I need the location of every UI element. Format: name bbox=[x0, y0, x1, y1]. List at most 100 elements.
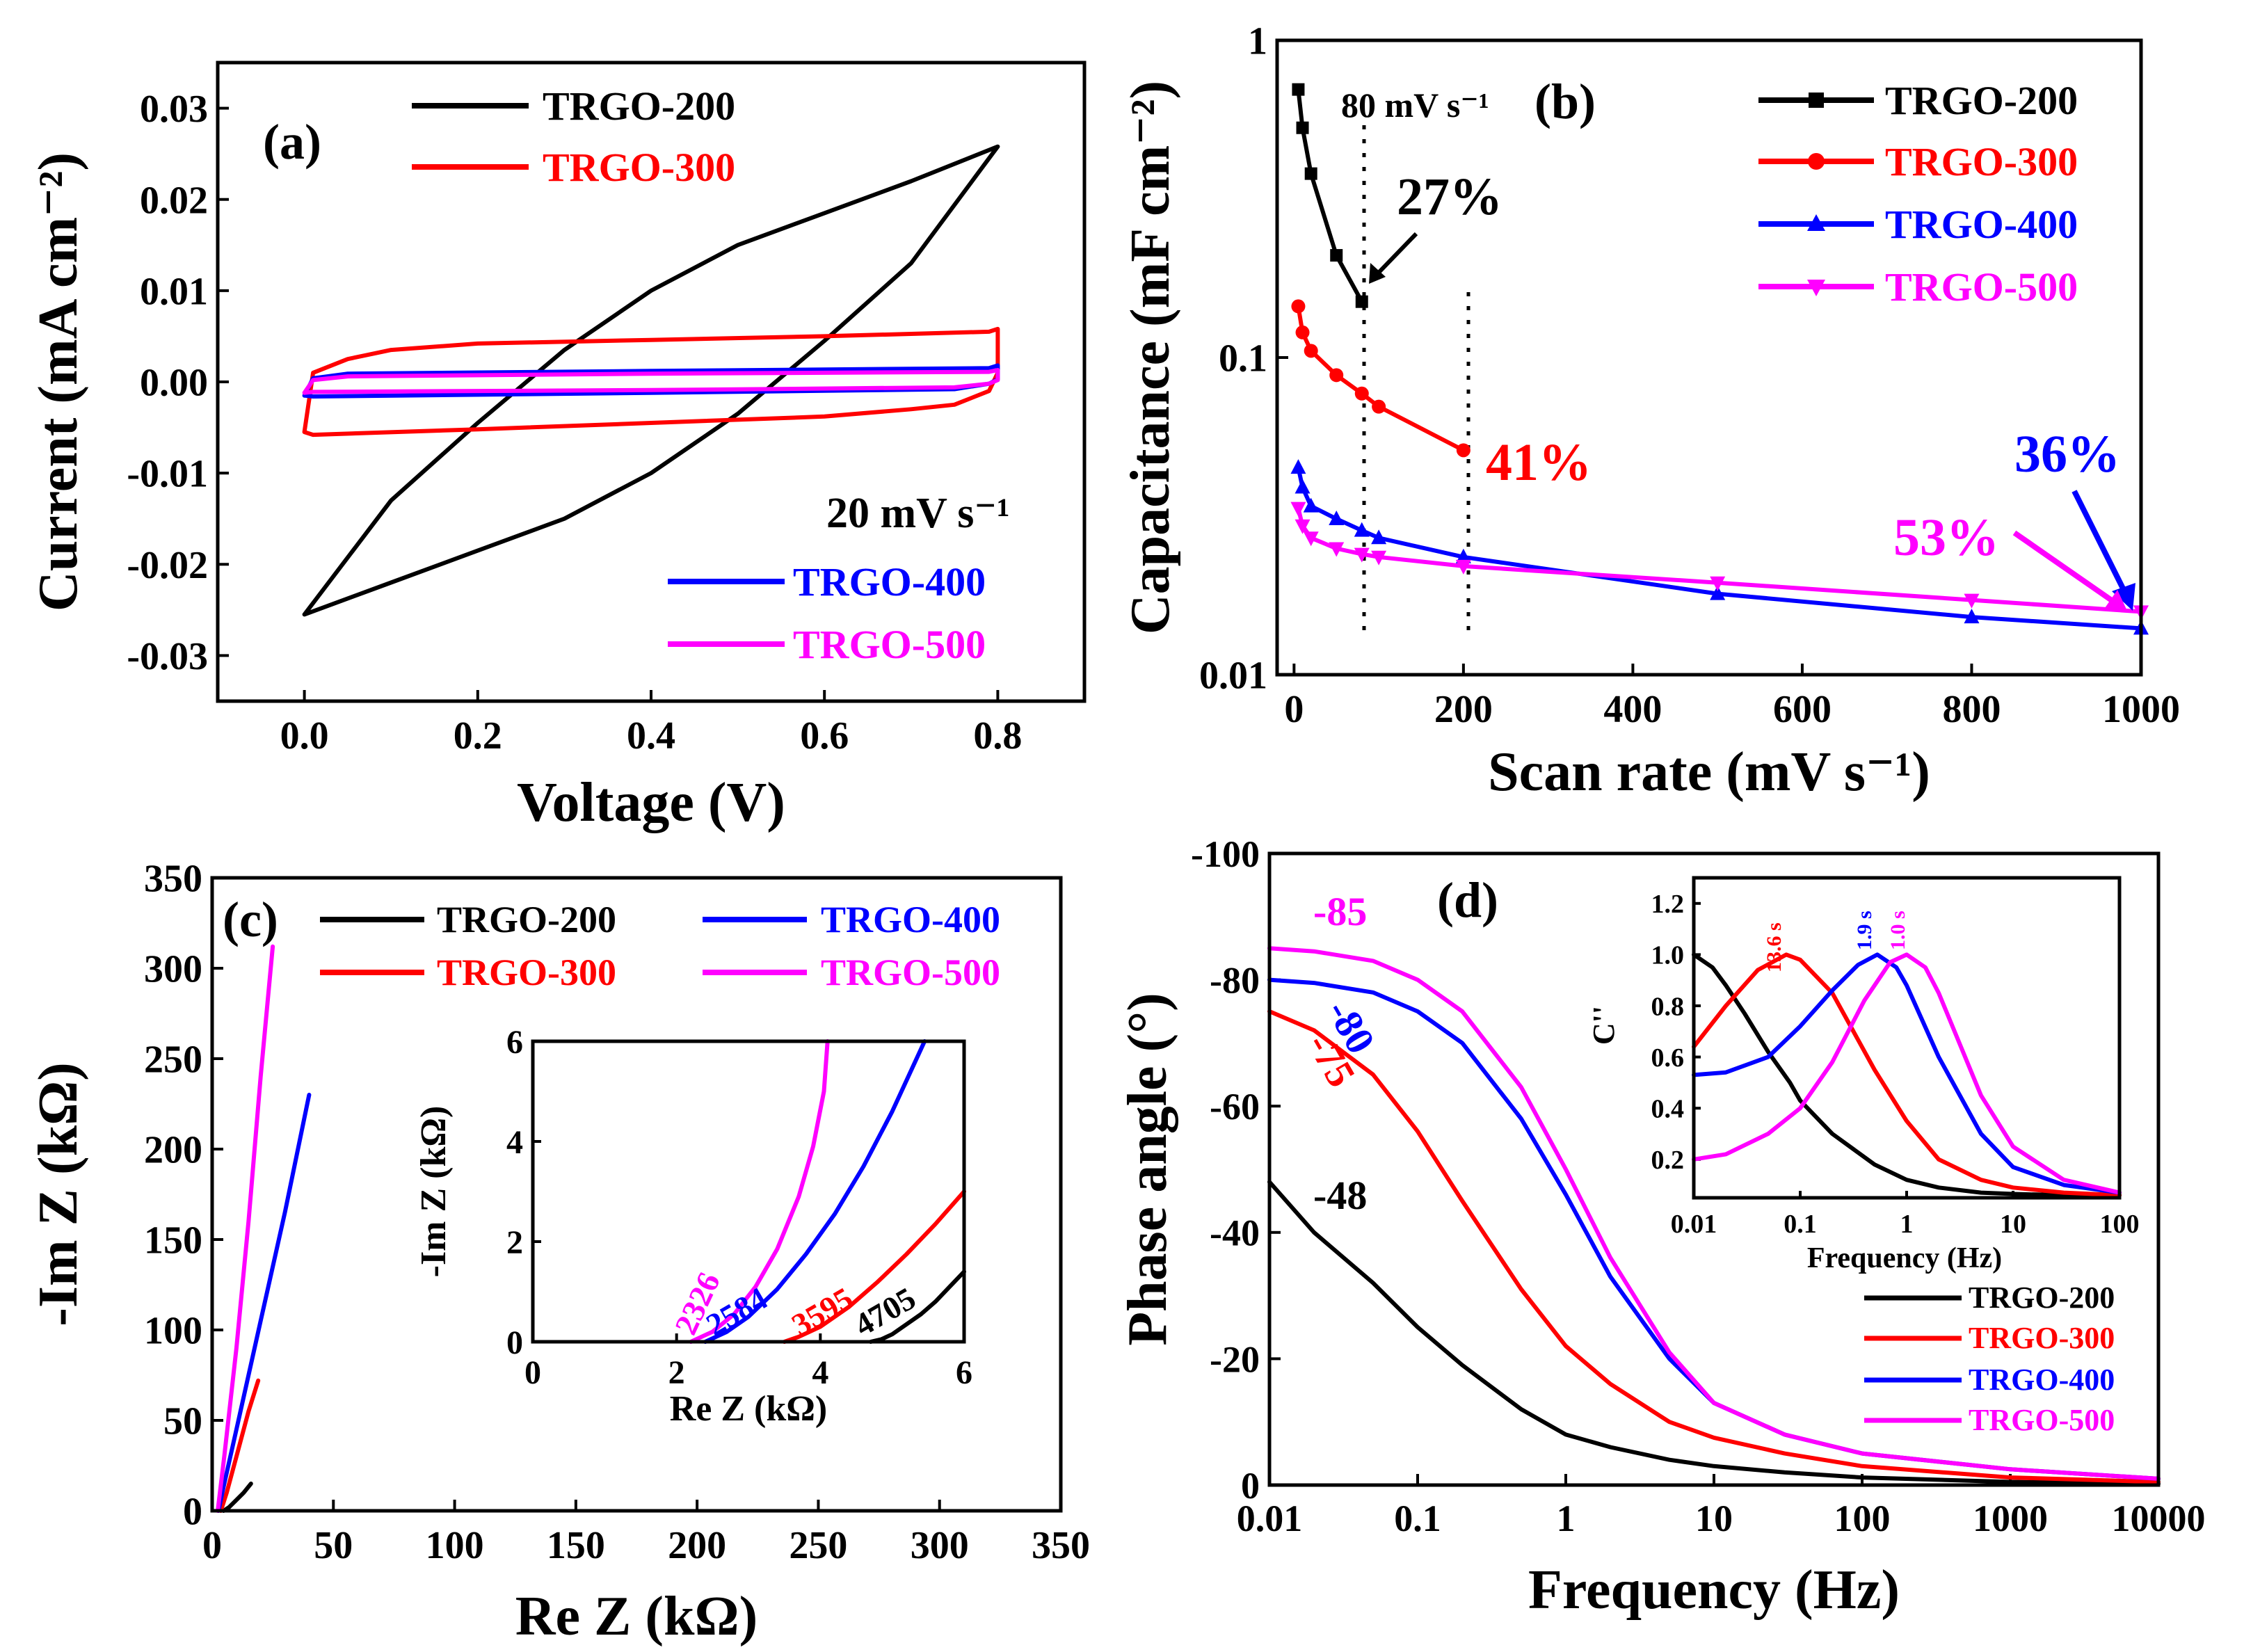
panel-b-marker-trgo-400 bbox=[1371, 529, 1387, 545]
arrow-53-head bbox=[2105, 590, 2127, 611]
x-tick-label: 0.8 bbox=[973, 714, 1022, 757]
legend-label-trgo-300: TRGO-300 bbox=[437, 952, 616, 993]
panel-b-marker-trgo-500 bbox=[1710, 576, 1726, 591]
legend-label-trgo-300: TRGO-300 bbox=[1885, 139, 2078, 184]
x-tick-label: 1000 bbox=[2102, 688, 2180, 731]
y-tick-label: -100 bbox=[1191, 833, 1260, 875]
y-tick-label: -80 bbox=[1210, 960, 1260, 1002]
panel-b-annotation-36: 36% bbox=[2014, 425, 2120, 483]
panel-b-marker-trgo-300 bbox=[1456, 443, 1470, 458]
legend-marker-trgo-500 bbox=[1807, 280, 1825, 296]
y-tick-label: 0.00 bbox=[140, 362, 208, 405]
panel-b-marker-trgo-200 bbox=[1304, 167, 1317, 180]
inset-d-label-13-6s: 13.6 s bbox=[1763, 922, 1786, 972]
y-tick-label: 0.8 bbox=[1651, 992, 1685, 1021]
panel-b-annotation-27: 27% bbox=[1397, 168, 1502, 226]
legend-marker-trgo-200 bbox=[1809, 93, 1824, 108]
y-tick-label: 0.02 bbox=[140, 179, 208, 222]
panel-c-series-trgo-500 bbox=[216, 944, 275, 1513]
panel-c-series-trgo-300 bbox=[218, 1378, 261, 1513]
panel-c-inset-ylabel: -Im Z (kΩ) bbox=[414, 1106, 454, 1278]
y-tick-label: 0.01 bbox=[1199, 655, 1267, 698]
panel-b: 0 200 400 600 800 10000.010.11 (b) 80 mV s⁻¹ … bbox=[1120, 20, 2180, 803]
y-tick-label: 0.03 bbox=[140, 88, 208, 131]
y-tick-label: 150 bbox=[144, 1219, 202, 1262]
panel-c-xlabel: Re Z (kΩ) bbox=[515, 1586, 758, 1647]
panel-d-series-trgo-300 bbox=[1267, 1009, 2161, 1484]
panel-b-axes-frame bbox=[1275, 38, 2143, 677]
x-tick-label: 10 bbox=[2000, 1210, 2026, 1239]
legend-label-trgo-500: TRGO-500 bbox=[793, 622, 986, 667]
legend-label-trgo-400: TRGO-400 bbox=[821, 899, 1000, 940]
y-tick-label: -0.02 bbox=[127, 544, 208, 587]
panel-a-label: (a) bbox=[263, 114, 321, 170]
panel-c-label: (c) bbox=[223, 892, 278, 947]
panel-b-marker-trgo-400 bbox=[1455, 548, 1471, 563]
inset-d-label-1-0s: 1.0 s bbox=[1886, 911, 1909, 950]
panel-a: 0.0 0.2 0.4 0.6 0.8 -0.03 -0.02 -0.01 0.00 0.01 0.… bbox=[28, 61, 1087, 833]
x-tick-label: 100 bbox=[2100, 1210, 2140, 1239]
y-tick-label: 1.0 bbox=[1651, 941, 1685, 970]
panel-c-inset-series-trgo-200 bbox=[868, 1269, 966, 1344]
panel-b-marker-trgo-500 bbox=[1354, 547, 1370, 563]
panel-d-inset-series-trgo-500 bbox=[1692, 952, 2122, 1195]
x-tick-label: 1 bbox=[1900, 1210, 1914, 1239]
panel-c-series-trgo-400 bbox=[216, 1093, 312, 1513]
legend-label-trgo-500: TRGO-500 bbox=[1969, 1403, 2115, 1437]
panel-c: 0 50 100 150 200 250 300 3500501001502002503003… bbox=[28, 858, 1090, 1647]
x-tick-label: 150 bbox=[547, 1524, 605, 1567]
x-tick-label: 0.01 bbox=[1237, 1498, 1303, 1539]
panel-c-inset-series-trgo-500 bbox=[689, 1039, 830, 1344]
y-tick-label: 0.2 bbox=[1651, 1146, 1685, 1175]
panel-b-annotation-41: 41% bbox=[1486, 433, 1592, 492]
panel-b-marker-trgo-200 bbox=[1355, 295, 1368, 308]
panel-d-series-trgo-500 bbox=[1267, 946, 2161, 1481]
x-tick-label: 350 bbox=[1032, 1524, 1090, 1567]
panel-b-marker-trgo-400 bbox=[1964, 609, 1980, 624]
panel-d-inset-xlabel: Frequency (Hz) bbox=[1807, 1242, 2002, 1274]
panel-c-ylabel: -Im Z (kΩ) bbox=[28, 1062, 89, 1326]
panel-c-series-trgo-200 bbox=[221, 1482, 253, 1513]
legend-label-trgo-200: TRGO-200 bbox=[1969, 1281, 2115, 1315]
inset-c-label-3595: 3595 bbox=[786, 1280, 859, 1342]
legend-label-trgo-500: TRGO-500 bbox=[1885, 264, 2078, 310]
panel-c-inset-series-trgo-300 bbox=[782, 1189, 966, 1344]
panel-a-axes-frame bbox=[216, 61, 1087, 703]
y-tick-label: 100 bbox=[144, 1310, 202, 1353]
x-tick-label: 10 bbox=[1695, 1498, 1733, 1539]
x-tick-label: 100 bbox=[426, 1524, 484, 1567]
panel-d-inset-series-trgo-200 bbox=[1692, 952, 2122, 1198]
x-tick-label: 800 bbox=[1942, 688, 2001, 731]
x-tick-label: 1000 bbox=[1973, 1498, 2048, 1539]
panel-d-axes-frame bbox=[1267, 851, 2161, 1487]
y-tick-label: -20 bbox=[1210, 1338, 1260, 1380]
x-tick-label: 0.2 bbox=[454, 714, 502, 757]
legend-marker-trgo-400 bbox=[1807, 214, 1825, 231]
x-tick-label: 1 bbox=[1557, 1498, 1576, 1539]
legend-label-trgo-500: TRGO-500 bbox=[821, 952, 1000, 993]
inset-d-label-1-9s: 1.9 s bbox=[1853, 911, 1876, 950]
panel-d-inset: 0.01 0.1 1 10 100 0.2 0.4 0.6 0.8 1.0 1.2 13.6 s 1… bbox=[1587, 876, 2140, 1274]
x-tick-label: 0.01 bbox=[1671, 1210, 1717, 1239]
panel-b-series-trgo-400 bbox=[1296, 465, 2143, 631]
panel-b-marker-trgo-400 bbox=[1710, 585, 1726, 600]
x-tick-label: 600 bbox=[1773, 688, 1832, 731]
panel-b-marker-trgo-500 bbox=[1290, 502, 1306, 517]
y-tick-label: 0.6 bbox=[1651, 1043, 1685, 1073]
legend-label-trgo-300: TRGO-300 bbox=[1969, 1321, 2115, 1355]
panel-b-marker-trgo-300 bbox=[1329, 368, 1344, 383]
arrow-36 bbox=[2071, 490, 2130, 598]
panel-d-ylabel: Phase angle (°) bbox=[1117, 993, 1178, 1346]
panel-b-annotation-80mv: 80 mV s⁻¹ bbox=[1341, 86, 1489, 125]
y-tick-label: 1 bbox=[1248, 20, 1267, 63]
panel-a-series-trgo-200 bbox=[302, 144, 1000, 617]
x-tick-label: 0 bbox=[1284, 688, 1304, 731]
panel-a-scan-rate-label: 20 mV s⁻¹ bbox=[826, 490, 1010, 537]
arrow-36-head bbox=[2112, 583, 2135, 611]
x-tick-label: 300 bbox=[911, 1524, 969, 1567]
panel-d-xlabel: Frequency (Hz) bbox=[1528, 1559, 1900, 1621]
panel-a-xlabel: Voltage (V) bbox=[517, 772, 785, 833]
panel-d-inset-ylabel: C'' bbox=[1587, 1006, 1621, 1045]
y-tick-label: 0 bbox=[1241, 1465, 1260, 1507]
